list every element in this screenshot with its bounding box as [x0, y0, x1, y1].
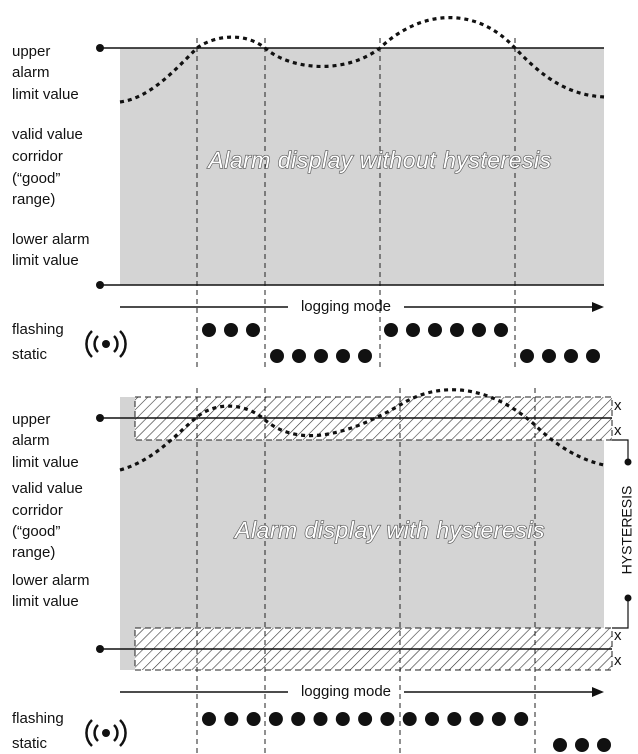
label: upper [12, 43, 50, 60]
state-dot [542, 349, 556, 363]
state-dot [202, 712, 216, 726]
state-dot [291, 712, 306, 726]
label: corridor [12, 502, 63, 519]
measured-curve [119, 388, 605, 472]
vertical-markers [196, 388, 536, 754]
limit-dot [96, 44, 104, 52]
label: limit value [12, 454, 79, 471]
state-dot [380, 712, 395, 726]
state-dot [564, 349, 578, 363]
x-mark: x [614, 422, 622, 439]
vertical-markers [196, 38, 516, 368]
label: lower alarm [12, 231, 90, 248]
state-dot [586, 349, 600, 363]
label: alarm [12, 432, 50, 449]
state-dot [425, 712, 439, 726]
hysteresis-label: HYSTERESIS [619, 486, 635, 575]
state-dot [336, 349, 350, 363]
state-dots [202, 712, 611, 752]
state-dot [384, 323, 398, 337]
state-dot [224, 323, 238, 337]
limit-dot [96, 281, 104, 289]
state-dots [202, 323, 600, 363]
label: (“good” [12, 523, 60, 540]
label: alarm [12, 64, 50, 81]
state-dot [202, 323, 216, 337]
hysteresis-bracket [612, 439, 632, 629]
state-dot [597, 738, 611, 752]
label: lower alarm [12, 572, 90, 589]
state-dot [469, 712, 484, 726]
label: static [12, 735, 48, 752]
panel-title: Alarm display without hysteresis [206, 147, 551, 173]
label: limit value [12, 252, 79, 269]
corridor-area [120, 48, 604, 285]
state-dot [313, 712, 328, 726]
corridor-area [120, 397, 604, 670]
state-dot [224, 712, 239, 726]
measured-curve [119, 16, 605, 104]
state-dot [314, 349, 328, 363]
state-dot [514, 712, 529, 726]
state-dot [358, 712, 373, 726]
label: flashing [12, 710, 64, 727]
label: corridor [12, 148, 63, 165]
state-dot [450, 323, 464, 337]
state-dot [246, 712, 261, 726]
label: limit value [12, 86, 79, 103]
state-dot [246, 323, 260, 337]
x-mark: x [614, 627, 622, 644]
arrowhead [592, 302, 604, 312]
signal-icon [85, 330, 127, 358]
label: range) [12, 544, 55, 561]
label: valid value [12, 126, 83, 143]
state-dot [491, 712, 506, 726]
x-mark: x [614, 397, 622, 414]
state-dot [335, 712, 350, 726]
label: valid value [12, 480, 83, 497]
state-dot [494, 323, 508, 337]
signal-icon [85, 719, 127, 747]
label: limit value [12, 593, 79, 610]
state-dot [447, 712, 462, 726]
state-dot [472, 323, 486, 337]
state-dot [553, 738, 567, 752]
state-dot [520, 349, 534, 363]
state-dot [575, 738, 589, 752]
label: static [12, 346, 48, 363]
logging-mode: logging mode [301, 298, 391, 315]
limit-dot [96, 414, 104, 422]
state-dot [270, 349, 284, 363]
state-dot [292, 349, 306, 363]
label: (“good” [12, 170, 60, 187]
state-dot [406, 323, 420, 337]
limit-dot [96, 645, 104, 653]
label: range) [12, 191, 55, 208]
arrowhead [592, 687, 604, 697]
state-dot [402, 712, 417, 726]
logging-mode: logging mode [301, 683, 391, 700]
label: upper [12, 411, 50, 428]
state-dot [428, 323, 442, 337]
panel-title: Alarm display with hysteresis [233, 517, 545, 543]
x-mark: x [614, 652, 622, 669]
label: flashing [12, 321, 64, 338]
state-dot [358, 349, 372, 363]
state-dot [268, 712, 283, 726]
